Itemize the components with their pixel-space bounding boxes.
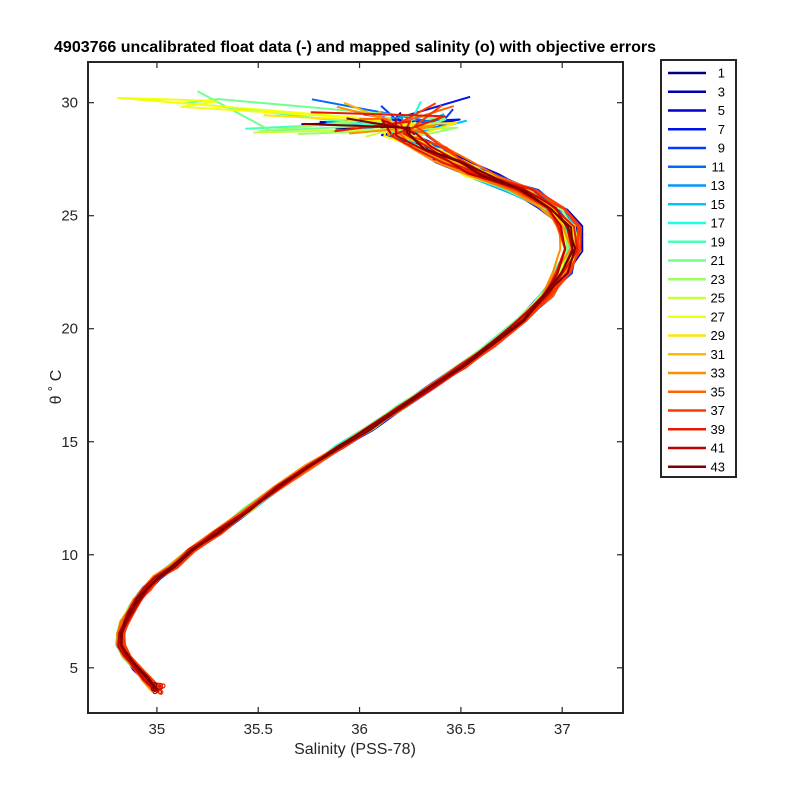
profile-line-19 <box>119 104 575 691</box>
legend-label-11: 11 <box>712 159 726 174</box>
plot-frame <box>87 61 624 714</box>
mapped-salinity-point <box>152 686 158 692</box>
y-axis-label: θ ˚ C <box>48 370 65 405</box>
profile-line-41 <box>117 117 566 691</box>
plot-lines <box>115 90 584 693</box>
x-tick-label: 36 <box>351 721 368 738</box>
profile-line-43 <box>119 122 577 693</box>
profile-line-39 <box>118 111 567 693</box>
profile-line-33 <box>116 105 562 693</box>
x-axis-label: Salinity (PSS-78) <box>294 741 416 758</box>
profile-line-15 <box>120 113 577 693</box>
profile-line-5 <box>121 113 584 692</box>
profile-line-9 <box>122 108 578 692</box>
legend-label-37: 37 <box>711 403 725 418</box>
y-tick-label: 25 <box>61 208 78 225</box>
legend-label-7: 7 <box>718 122 725 137</box>
mapped-salinity-point <box>156 683 163 689</box>
profile-line-11 <box>120 119 579 692</box>
legend-label-31: 31 <box>711 347 725 362</box>
legend-label-25: 25 <box>711 291 725 306</box>
y-tick-label: 30 <box>61 95 78 112</box>
legend-label-21: 21 <box>711 253 725 268</box>
legend-label-9: 9 <box>718 141 725 156</box>
profile-line-15 <box>120 119 580 691</box>
y-tick-label: 5 <box>70 660 78 677</box>
mapped-salinity-point <box>152 688 158 695</box>
legend-label-35: 35 <box>711 384 725 399</box>
profile-line-23 <box>121 126 575 690</box>
profile-line-1 <box>120 120 578 690</box>
legend-label-17: 17 <box>711 216 725 231</box>
profile-line-27 <box>118 100 567 693</box>
profile-line-33 <box>115 124 572 690</box>
legend-label-19: 19 <box>711 234 725 249</box>
legend-label-27: 27 <box>711 309 725 324</box>
legend-label-29: 29 <box>711 328 725 343</box>
profile-line-43 <box>120 117 574 690</box>
profile-line-17 <box>116 122 568 691</box>
y-ticks: 5 10 15 20 25 30 <box>61 95 623 677</box>
y-tick-label: 15 <box>61 434 78 451</box>
profile-line-41 <box>120 119 574 691</box>
mapped-salinity-point <box>158 689 164 695</box>
profile-line-25 <box>117 127 574 693</box>
legend-label-5: 5 <box>718 103 725 118</box>
profile-line-29 <box>119 121 580 693</box>
profile-line-5 <box>117 121 570 691</box>
y-tick-label: 10 <box>61 547 78 564</box>
x-ticks: 35 35.5 36 36.5 37 <box>149 62 571 738</box>
profile-line-3 <box>117 111 570 691</box>
profile-line-1 <box>119 125 571 693</box>
legend-label-41: 41 <box>711 441 725 456</box>
profile-line-19 <box>117 120 569 692</box>
profile-line-13 <box>117 116 574 691</box>
legend-label-13: 13 <box>711 178 725 193</box>
legend-label-33: 33 <box>711 366 725 381</box>
legend-label-1: 1 <box>718 66 725 81</box>
legend-label-43: 43 <box>711 459 725 474</box>
profile-line-39 <box>119 120 579 691</box>
x-tick-label: 36.5 <box>446 721 475 738</box>
chart-title: 4903766 uncalibrated float data (-) and … <box>54 39 656 56</box>
profile-line-35 <box>115 117 567 692</box>
legend-label-3: 3 <box>718 84 725 99</box>
legend-label-15: 15 <box>711 197 725 212</box>
profile-line-13 <box>117 116 571 691</box>
legend-label-39: 39 <box>711 422 725 437</box>
mapped-points <box>150 682 166 695</box>
profile-line-31 <box>119 110 573 690</box>
profile-line-3 <box>117 120 567 693</box>
legend-label-23: 23 <box>711 272 725 287</box>
profile-line-7 <box>115 118 570 692</box>
x-tick-label: 35.5 <box>244 721 273 738</box>
profile-line-25 <box>119 121 580 690</box>
y-tick-label: 20 <box>61 321 78 338</box>
profile-line-23 <box>118 116 573 691</box>
x-tick-label: 37 <box>554 721 571 738</box>
x-tick-label: 35 <box>149 721 166 738</box>
profile-line-29 <box>120 114 582 692</box>
